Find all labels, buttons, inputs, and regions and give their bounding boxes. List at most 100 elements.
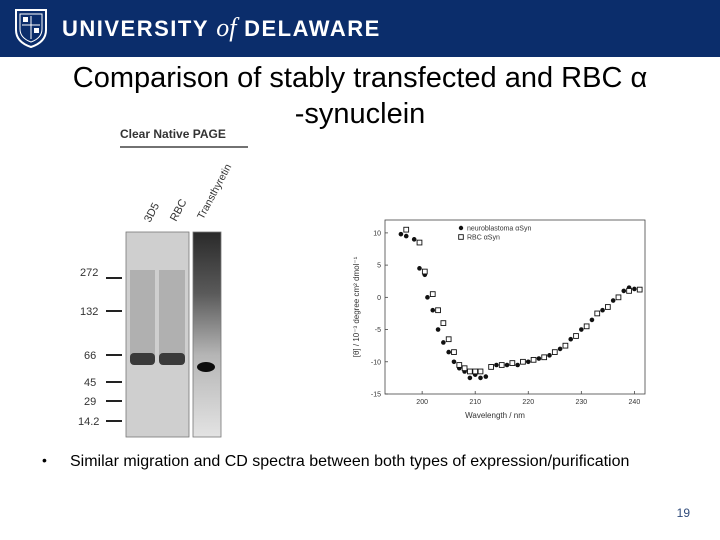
data-point-neuroblastoma bbox=[478, 375, 483, 381]
page-number: 19 bbox=[676, 506, 690, 520]
marker-66: 66 bbox=[84, 350, 122, 362]
data-point-rbc bbox=[530, 356, 537, 363]
x-tick-label: 210 bbox=[469, 399, 481, 406]
data-point-neuroblastoma bbox=[504, 362, 510, 368]
data-point-neuroblastoma bbox=[411, 237, 417, 242]
svg-text:14.2: 14.2 bbox=[78, 416, 99, 428]
data-point-rbc bbox=[520, 358, 526, 365]
x-tick-label: 220 bbox=[522, 399, 534, 406]
data-point-rbc bbox=[562, 342, 569, 349]
y-tick-label: -5 bbox=[375, 327, 381, 334]
data-point-rbc bbox=[605, 304, 611, 310]
data-point-rbc bbox=[551, 349, 558, 355]
data-point-neuroblastoma bbox=[515, 362, 520, 368]
legend-label: RBC αSyn bbox=[467, 235, 500, 242]
data-point-rbc bbox=[498, 362, 505, 368]
data-point-rbc bbox=[416, 239, 423, 246]
lane-label-3d5: 3D5 bbox=[142, 201, 162, 224]
svg-text:29: 29 bbox=[84, 396, 96, 408]
data-point-rbc bbox=[440, 320, 447, 326]
data-point-rbc bbox=[445, 336, 452, 343]
data-point-neuroblastoma bbox=[425, 295, 430, 300]
university-seal-icon bbox=[15, 9, 47, 48]
data-point-rbc bbox=[403, 226, 410, 233]
data-point-rbc bbox=[488, 364, 494, 370]
data-point-neuroblastoma bbox=[621, 288, 627, 294]
data-point-rbc bbox=[467, 368, 473, 375]
svg-text:132: 132 bbox=[80, 306, 98, 318]
data-point-rbc bbox=[509, 360, 516, 366]
gel-smear-3d5 bbox=[130, 270, 155, 360]
x-tick-label: 230 bbox=[575, 399, 587, 406]
data-point-neuroblastoma bbox=[417, 266, 422, 271]
y-axis-label: [θ] / 10⁻³ degree cm² dmol⁻¹ bbox=[352, 256, 361, 357]
data-point-neuroblastoma bbox=[446, 349, 451, 355]
y-tick-label: 5 bbox=[377, 263, 381, 270]
marker-45: 45 bbox=[84, 377, 122, 389]
data-point-rbc bbox=[583, 323, 590, 330]
data-point-rbc bbox=[615, 294, 622, 301]
gel-panel-main bbox=[125, 231, 190, 438]
y-tick-label: 0 bbox=[377, 295, 381, 302]
data-point-rbc bbox=[461, 365, 468, 372]
data-point-neuroblastoma bbox=[435, 327, 441, 332]
legend-label: neuroblastoma αSyn bbox=[467, 226, 531, 233]
data-point-rbc bbox=[456, 362, 463, 368]
lane-label-rbc: RBC bbox=[168, 197, 190, 223]
data-point-neuroblastoma bbox=[547, 353, 552, 358]
data-point-rbc bbox=[435, 307, 441, 314]
data-point-rbc bbox=[573, 333, 579, 339]
legend-marker-open bbox=[458, 234, 464, 240]
wordmark-of: of bbox=[216, 13, 237, 42]
header-banner: UNIVERSITY of DELAWARE bbox=[0, 0, 720, 57]
data-point-rbc bbox=[451, 349, 457, 355]
bullet-text: Similar migration and CD spectra between… bbox=[70, 453, 630, 470]
data-point-neuroblastoma bbox=[430, 307, 436, 313]
bullet-symbol: • bbox=[42, 452, 47, 468]
data-point-neuroblastoma bbox=[579, 327, 584, 332]
data-point-rbc bbox=[594, 310, 601, 317]
data-point-neuroblastoma bbox=[568, 336, 574, 342]
y-tick-label: -10 bbox=[371, 359, 381, 366]
native-page-gel-image: Clear Native PAGE 3D5 RBC Transthyretin … bbox=[78, 127, 248, 438]
legend-marker-filled bbox=[458, 225, 464, 231]
gel-band-rbc bbox=[159, 353, 185, 365]
wordmark-delaware: DELAWARE bbox=[244, 16, 381, 41]
gel-band-transthyretin bbox=[197, 362, 215, 372]
x-axis-label: Wavelength / nm bbox=[465, 411, 525, 420]
data-point-rbc bbox=[429, 291, 436, 297]
data-point-neuroblastoma bbox=[441, 340, 446, 345]
marker-272: 272 bbox=[80, 267, 122, 279]
marker-132: 132 bbox=[80, 306, 122, 318]
data-point-rbc bbox=[421, 268, 428, 275]
data-point-neuroblastoma bbox=[494, 362, 499, 368]
university-wordmark: UNIVERSITY of DELAWARE bbox=[62, 13, 381, 43]
y-tick-label: 10 bbox=[373, 230, 381, 237]
data-point-neuroblastoma bbox=[536, 356, 542, 361]
data-point-rbc bbox=[636, 286, 643, 293]
data-point-neuroblastoma bbox=[610, 298, 616, 303]
slide-title-line2: -synuclein bbox=[294, 98, 426, 130]
data-point-neuroblastoma bbox=[525, 359, 531, 365]
wordmark-university: UNIVERSITY bbox=[62, 16, 209, 41]
data-point-neuroblastoma bbox=[589, 317, 595, 323]
svg-text:66: 66 bbox=[84, 350, 96, 362]
gel-heading: Clear Native PAGE bbox=[120, 127, 226, 141]
marker-29: 29 bbox=[84, 396, 122, 408]
y-tick-label: -15 bbox=[371, 392, 381, 399]
data-point-neuroblastoma bbox=[403, 233, 409, 239]
data-point-neuroblastoma bbox=[451, 359, 457, 365]
data-point-rbc bbox=[477, 368, 484, 375]
data-point-rbc bbox=[626, 288, 632, 294]
data-point-neuroblastoma bbox=[557, 346, 563, 352]
svg-text:45: 45 bbox=[84, 377, 96, 389]
data-point-rbc bbox=[472, 368, 479, 375]
svg-text:272: 272 bbox=[80, 267, 98, 279]
gel-smear-rbc bbox=[159, 270, 185, 360]
data-point-rbc bbox=[541, 354, 548, 361]
data-point-neuroblastoma bbox=[632, 286, 637, 292]
data-point-neuroblastoma bbox=[398, 231, 404, 237]
x-tick-label: 200 bbox=[416, 399, 428, 406]
x-tick-label: 240 bbox=[629, 399, 641, 406]
data-point-neuroblastoma bbox=[467, 375, 473, 381]
